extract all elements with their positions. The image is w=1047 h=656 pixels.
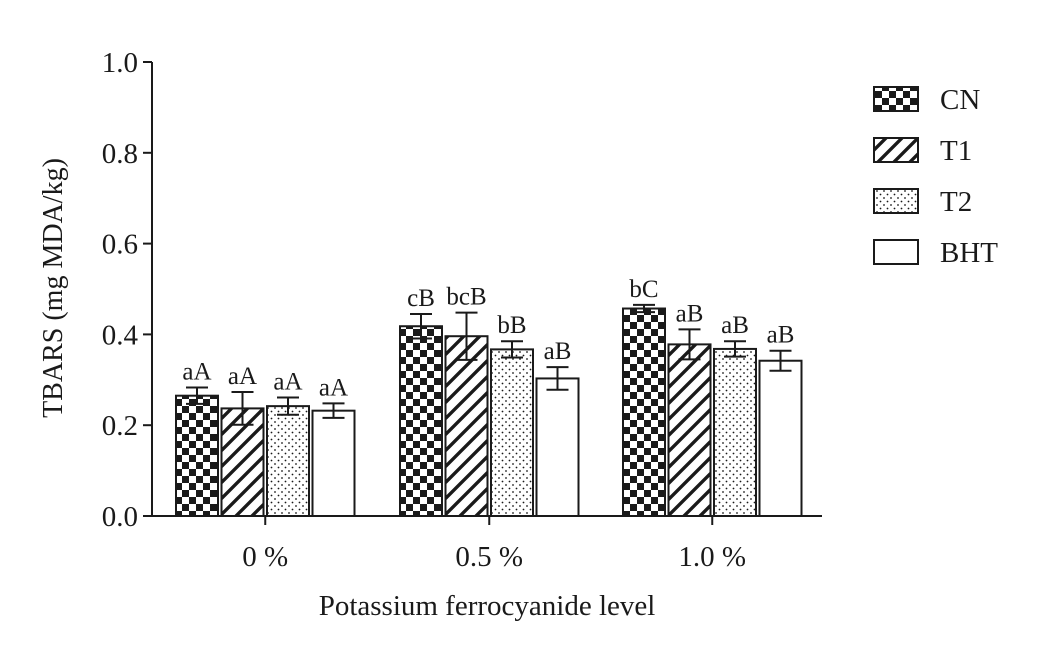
x-tick-label: 1.0 % (678, 541, 746, 573)
significance-labels: aA aA aA aA cB bcB bB aB bC aB aB aB (182, 276, 794, 402)
significance-label: aA (319, 374, 348, 401)
x-tick-label: 0 % (242, 541, 288, 573)
bar-cn-0 (175, 394, 219, 517)
bar-cn-2 (622, 307, 666, 517)
legend-swatch-t1 (873, 137, 919, 163)
significance-label: bC (629, 276, 658, 303)
legend-item-bht: BHT (873, 237, 998, 269)
bar-bht-1 (535, 377, 580, 517)
legend-item-cn: CN (873, 84, 980, 116)
bar-bht-0 (311, 409, 356, 517)
significance-label: aA (228, 363, 257, 390)
bar-bht-2 (758, 359, 803, 517)
bar-t2-1 (490, 348, 534, 517)
y-tick-label: 0.6 (102, 229, 138, 261)
y-tick-label: 0.4 (102, 319, 139, 351)
legend-swatch-t2 (873, 188, 919, 214)
legend-label-t2: T2 (940, 186, 972, 218)
significance-label: aB (676, 300, 704, 327)
bar-t1-1 (444, 335, 489, 517)
significance-label: aB (544, 338, 572, 365)
y-tick-label: 0.0 (102, 501, 138, 533)
legend: CN T1 T2 BHT (873, 84, 998, 269)
significance-label: aA (273, 369, 302, 396)
bar-t2-0 (266, 405, 310, 517)
error-bars (186, 303, 792, 426)
legend-swatch-bht (873, 239, 919, 265)
bar-t1-2 (667, 343, 712, 517)
y-tick-label: 0.8 (102, 138, 138, 170)
significance-label: aA (182, 359, 211, 386)
legend-swatch-cn (873, 86, 919, 112)
bar-t2-2 (713, 347, 757, 518)
legend-label-cn: CN (940, 84, 980, 116)
legend-item-t1: T1 (873, 135, 972, 167)
significance-label: bcB (446, 284, 486, 311)
y-tick-label: 0.2 (102, 410, 138, 442)
significance-label: aB (767, 322, 795, 349)
x-tick-label: 0.5 % (455, 541, 523, 573)
bar-cn-1 (399, 325, 443, 517)
significance-label: bB (497, 312, 526, 339)
x-ticks: 0 % 0.5 % 1.0 % (242, 516, 746, 573)
y-tick-label: 1.0 (102, 47, 138, 79)
bar-t1-0 (220, 407, 265, 518)
y-ticks: 0.0 0.2 0.4 0.6 0.8 1.0 (102, 47, 152, 533)
x-axis-label: Potassium ferrocyanide level (319, 590, 656, 622)
significance-label: cB (407, 285, 435, 312)
legend-item-t2: T2 (873, 186, 972, 218)
significance-label: aB (721, 312, 749, 339)
bars (175, 307, 803, 518)
legend-label-bht: BHT (940, 237, 998, 269)
legend-label-t1: T1 (940, 135, 972, 167)
y-axis-label: TBARS (mg MDA/kg) (38, 158, 69, 418)
